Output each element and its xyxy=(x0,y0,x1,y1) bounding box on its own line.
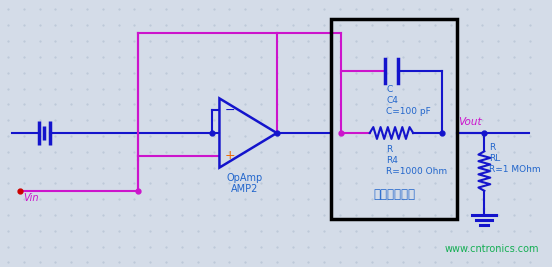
Text: 脉冲增强电路: 脉冲增强电路 xyxy=(373,188,415,201)
Text: Vout: Vout xyxy=(459,117,482,127)
Text: C
C4
C=100 pF: C C4 C=100 pF xyxy=(386,85,431,116)
Text: +: + xyxy=(224,149,235,162)
Text: R
R4
R=1000 Ohm: R R4 R=1000 Ohm xyxy=(386,145,448,176)
Text: Vin: Vin xyxy=(24,193,39,203)
Text: −: − xyxy=(224,104,235,117)
Text: www.cntronics.com: www.cntronics.com xyxy=(444,244,539,254)
Bar xyxy=(331,19,457,219)
Text: R
RL
R=1 MOhm: R RL R=1 MOhm xyxy=(489,143,541,174)
Text: OpAmp
AMP2: OpAmp AMP2 xyxy=(226,172,262,194)
